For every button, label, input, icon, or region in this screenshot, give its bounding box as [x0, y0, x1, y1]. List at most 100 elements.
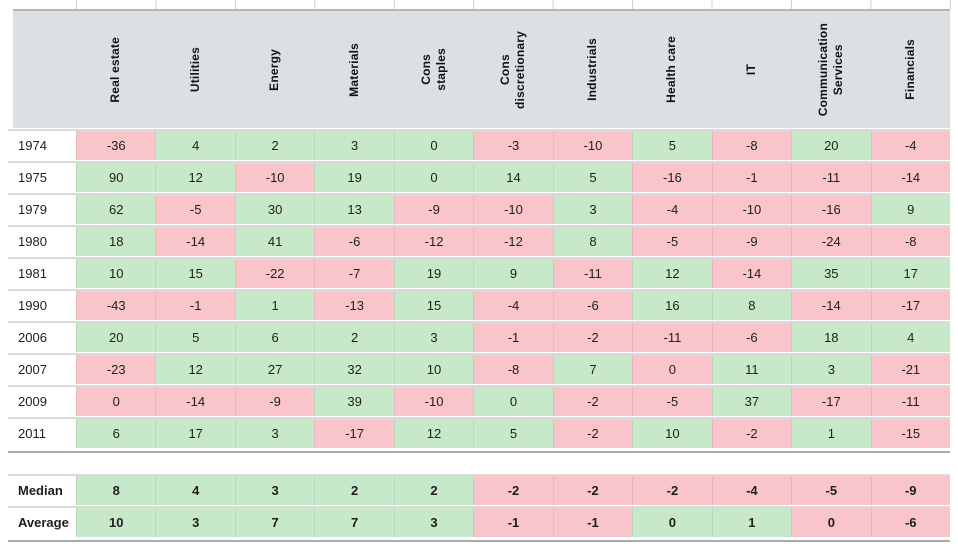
value-cell: 2: [393, 476, 474, 505]
value-cell: -14: [155, 227, 235, 256]
table-bottom-border: [8, 540, 950, 542]
value-cell: -5: [155, 195, 235, 224]
value-cell: -16: [791, 195, 871, 224]
value-cell: -14: [155, 387, 235, 416]
value-cell: -10: [393, 387, 474, 416]
value-cell: 0: [393, 163, 474, 192]
value-cell: -8: [473, 355, 553, 384]
table-content: Real estate Utilities Energy Materials C…: [8, 0, 951, 542]
value-cell: -14: [711, 259, 792, 288]
table-row: 1980 18 -14 41 -6 -12 -12 8 -5 -9 -24 -8: [8, 227, 950, 256]
value-cell: 9: [473, 259, 553, 288]
value-cell: 30: [234, 195, 315, 224]
value-cell: 37: [711, 387, 792, 416]
value-cell: 12: [393, 419, 474, 448]
value-cell: -11: [632, 323, 712, 352]
value-cell: 20: [76, 323, 156, 352]
value-cell: 3: [552, 195, 633, 224]
table-row: 1975 90 12 -10 19 0 14 5 -16 -1 -11 -14: [8, 163, 950, 192]
value-cell: -13: [314, 291, 394, 320]
sector-column-header: Health care: [632, 11, 711, 128]
value-cell: 12: [155, 163, 235, 192]
value-cell: 0: [393, 131, 474, 160]
row-label: 2009: [8, 387, 76, 416]
value-cell: 7: [234, 508, 315, 537]
row-label: 2006: [8, 323, 76, 352]
row-label: 1981: [8, 259, 76, 288]
sector-column-header: Cons staples: [394, 11, 473, 128]
value-cell: 3: [791, 355, 871, 384]
value-cell: 19: [314, 163, 394, 192]
value-cell: 5: [632, 131, 712, 160]
value-cell: -5: [632, 227, 712, 256]
sector-column-header: Materials: [314, 11, 393, 128]
value-cell: 8: [76, 476, 156, 505]
value-cell: 3: [393, 508, 474, 537]
sector-column-header: Financials: [871, 11, 950, 128]
sector-column-label: Cons staples: [418, 48, 448, 91]
value-cell: 5: [155, 323, 235, 352]
value-cell: 2: [314, 476, 394, 505]
value-cell: -15: [870, 419, 950, 448]
value-cell: 3: [234, 476, 315, 505]
value-cell: 39: [314, 387, 394, 416]
value-cell: -10: [552, 131, 633, 160]
value-cell: 8: [552, 227, 633, 256]
value-cell: -9: [711, 227, 792, 256]
table-top-border: [13, 9, 950, 11]
value-cell: -22: [234, 259, 315, 288]
table-row: Average 10 3 7 7 3 -1 -1 0 1 0 -6: [8, 508, 950, 537]
value-cell: 10: [393, 355, 474, 384]
value-cell: 8: [711, 291, 792, 320]
value-cell: -17: [870, 291, 950, 320]
table-row: 1981 10 15 -22 -7 19 9 -11 12 -14 35 17: [8, 259, 950, 288]
value-cell: 11: [711, 355, 792, 384]
value-cell: 0: [791, 508, 871, 537]
table-row: 2007 -23 12 27 32 10 -8 7 0 11 3 -21: [8, 355, 950, 384]
row-label: 1979: [8, 195, 76, 224]
row-label: 2011: [8, 419, 76, 448]
value-cell: 3: [393, 323, 474, 352]
value-cell: -17: [791, 387, 871, 416]
value-cell: 19: [393, 259, 474, 288]
value-cell: -8: [711, 131, 792, 160]
value-cell: 6: [234, 323, 315, 352]
table-row: 2006 20 5 6 2 3 -1 -2 -11 -6 18 4: [8, 323, 950, 352]
sector-column-label: Financials: [902, 39, 917, 100]
sector-column-label: Industrials: [584, 38, 599, 101]
value-cell: -10: [234, 163, 315, 192]
value-cell: 17: [155, 419, 235, 448]
row-label: 1974: [8, 131, 76, 160]
value-cell: 15: [155, 259, 235, 288]
value-cell: -6: [552, 291, 633, 320]
value-cell: -17: [314, 419, 394, 448]
value-cell: 10: [76, 508, 156, 537]
sector-column-header: Industrials: [553, 11, 632, 128]
value-cell: -1: [473, 508, 553, 537]
sector-column-label: IT: [743, 63, 758, 76]
row-label: Average: [8, 508, 76, 537]
sector-column-label: Materials: [346, 42, 361, 97]
value-cell: -2: [711, 419, 792, 448]
table-row: 1974 -36 4 2 3 0 -3 -10 5 -8 20 -4: [8, 131, 950, 160]
value-cell: 9: [870, 195, 950, 224]
value-cell: 0: [76, 387, 156, 416]
value-cell: -1: [552, 508, 633, 537]
value-cell: 2: [234, 131, 315, 160]
value-cell: -36: [76, 131, 156, 160]
value-cell: -23: [76, 355, 156, 384]
value-cell: -11: [552, 259, 633, 288]
summary-body: Median 8 4 3 2 2 -2 -2 -2 -4 -5 -9 Average 10 3 7 7 3-…: [8, 476, 950, 537]
value-cell: -4: [473, 291, 553, 320]
sector-column-label: Real estate: [108, 36, 123, 103]
value-cell: -4: [870, 131, 950, 160]
value-cell: -4: [632, 195, 712, 224]
value-cell: 1: [711, 508, 792, 537]
value-cell: 1: [234, 291, 315, 320]
value-cell: 4: [870, 323, 950, 352]
row-label: Median: [8, 476, 76, 505]
value-cell: -43: [76, 291, 156, 320]
value-cell: 32: [314, 355, 394, 384]
value-cell: -6: [711, 323, 792, 352]
